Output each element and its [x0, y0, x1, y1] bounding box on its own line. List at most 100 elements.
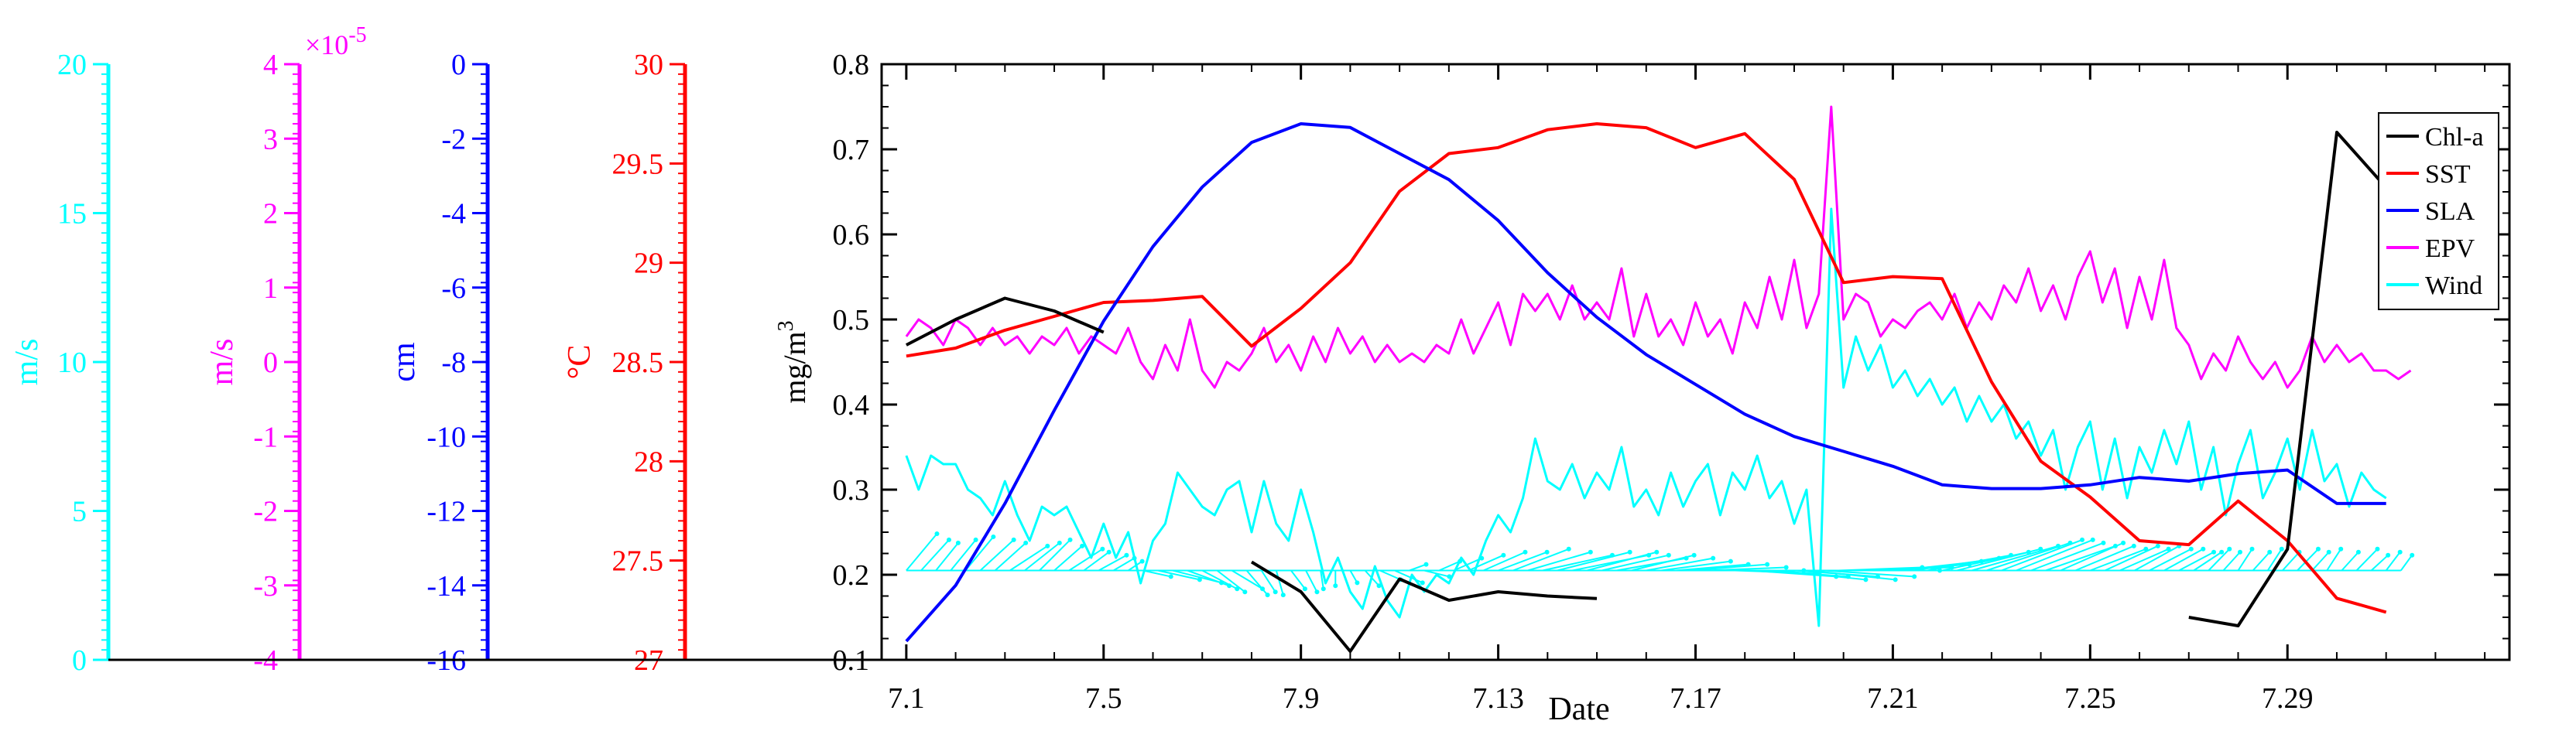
series-line-chla	[905, 296, 1105, 347]
main-x-axis-ticks: 7.1 7.5 7.9 7.13 7.17 7.21 7.25 7.29	[888, 64, 2486, 715]
wind-vector	[2326, 548, 2342, 572]
wind-vector	[2222, 552, 2241, 572]
wind-vector-head	[1711, 555, 1716, 561]
wind-vector-head	[1067, 537, 1073, 542]
wind-vector	[2266, 548, 2283, 572]
series-line-wind	[905, 207, 2387, 627]
wind-vector	[1971, 545, 2059, 572]
wind-vector	[1927, 554, 2012, 572]
wind-vector-head	[2201, 546, 2206, 552]
wind-vector-head	[1566, 546, 1571, 552]
main-y-axis-label: mg/m3	[774, 320, 812, 403]
wind-vector	[1557, 551, 1630, 572]
tick-label: 5	[72, 496, 87, 528]
main-y-axis-ticks: 0.1 0.2 0.3 0.4 0.5 0.6 0.7 0.8	[833, 49, 2509, 677]
tick-label: -2	[441, 123, 466, 155]
wind-vector-head	[2131, 543, 2136, 548]
wind-vector-head	[2227, 546, 2232, 552]
sla-axis-label: cm	[386, 342, 422, 382]
wind-vector-head	[2355, 549, 2361, 555]
wind-vector	[1231, 569, 1263, 590]
y-tick-label: 0.5	[833, 304, 870, 336]
wind-vector-head	[955, 540, 961, 545]
wind-vector	[2119, 548, 2169, 572]
wind-vector	[1305, 570, 1318, 593]
tick-label: -4	[441, 198, 466, 231]
wind-vector	[1349, 570, 1358, 583]
wind-vector-head	[1080, 543, 1085, 548]
wind-vector	[2045, 545, 2116, 572]
wind-vector	[2208, 548, 2230, 572]
series-layer	[905, 105, 2415, 653]
wind-vector-head	[991, 534, 996, 539]
wind-vector-head	[2249, 546, 2255, 552]
wind-vector	[994, 542, 1026, 572]
wind-vector	[2149, 548, 2192, 572]
tick-label: 0	[72, 644, 87, 677]
tick-label: 27.5	[612, 545, 664, 578]
series-line-epv	[905, 105, 2412, 389]
wind-vector	[1394, 569, 1423, 584]
y-tick-label: 0.8	[833, 49, 870, 81]
wind-vector-head	[2166, 546, 2171, 552]
epv-axis-exponent-base: ×10	[305, 29, 348, 60]
wind-vector	[2016, 538, 2094, 572]
wind-vector	[1601, 554, 1670, 572]
wind-vector-head	[1666, 552, 1671, 558]
tick-label: 28	[634, 446, 663, 478]
tick-label: 29	[634, 248, 663, 280]
wind-vector	[1379, 569, 1402, 581]
wind-vector	[1187, 569, 1230, 587]
tick-label: 2	[263, 198, 278, 231]
wind-vector	[1527, 551, 1591, 572]
x-tick-label: 7.5	[1085, 682, 1122, 715]
wind-vector-head	[1765, 562, 1770, 567]
tick-label: 28.5	[612, 347, 664, 379]
wind-vector-head	[2279, 546, 2284, 552]
wind-vector	[1142, 569, 1171, 578]
wind-vector	[2385, 552, 2401, 572]
wind-vector	[979, 539, 1015, 572]
legend-label: Wind	[2425, 272, 2482, 300]
wind-vector-head	[1654, 549, 1660, 555]
wind-vector	[1245, 569, 1269, 596]
wind-vector	[935, 542, 959, 572]
tick-label: 1	[263, 272, 278, 305]
x-tick-label: 7.21	[1867, 682, 1919, 715]
wind-vector-head	[1423, 562, 1429, 567]
sla-axis-ticks: -16-14-12-10-8-6-4-20	[426, 49, 488, 677]
wind-vector	[1808, 569, 1896, 581]
wind-vector	[2134, 545, 2180, 572]
epv-axis-exponent: ×10-5	[305, 23, 367, 60]
x-tick-label: 7.1	[888, 682, 925, 715]
wind-vector-head	[1863, 577, 1869, 582]
wind-vector	[1542, 554, 1613, 572]
tick-label: 4	[263, 49, 278, 81]
wind-vector-head	[1280, 593, 1286, 598]
wind-vector	[1083, 551, 1110, 572]
wind-vector	[1675, 563, 1749, 572]
tick-label: 10	[57, 347, 87, 379]
wind-vector-head	[2315, 546, 2321, 552]
wind-speed-axis: 0 5 10 15 20 m/s	[9, 49, 111, 677]
wind-vector-head	[934, 531, 940, 536]
wind-vector-head	[1783, 565, 1789, 570]
legend-label: Chl-a	[2425, 123, 2484, 152]
tick-label: 29.5	[612, 148, 664, 180]
wind-vector	[2282, 552, 2300, 572]
wind-vector	[1039, 539, 1071, 572]
wind-vector-head	[1588, 549, 1593, 555]
series-line-chla	[1250, 560, 1598, 653]
wind-vector	[1483, 551, 1526, 572]
wind-vector-head	[1168, 574, 1173, 579]
tick-label: 3	[263, 123, 278, 155]
wind-vector-head	[1501, 552, 1506, 558]
wind-speed-axis-label: m/s	[9, 339, 45, 386]
wind-vector-head	[1273, 589, 1278, 595]
wind-vector	[1320, 570, 1324, 589]
wind-vector-head	[1045, 543, 1050, 548]
wind-vector	[1512, 548, 1570, 572]
wind-vector	[2089, 548, 2146, 572]
